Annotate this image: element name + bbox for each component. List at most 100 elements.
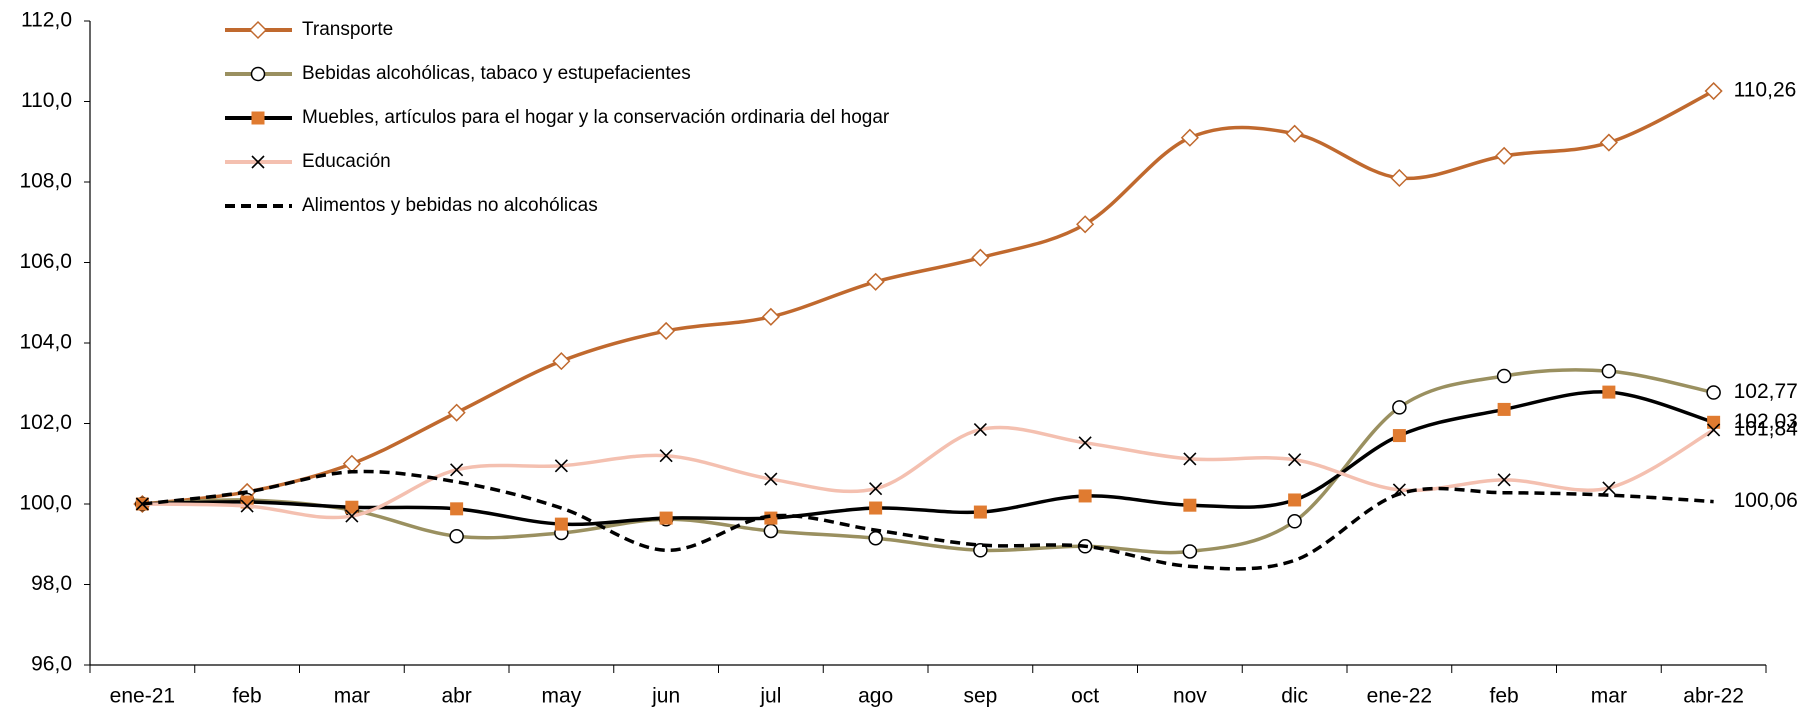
x-tick-label: abr [441, 685, 471, 708]
value-label: 110,26 [1734, 79, 1797, 102]
marker [1706, 385, 1721, 400]
value-label: 100,06 [1734, 489, 1798, 512]
marker [1495, 146, 1514, 165]
legend-item: Transporte [225, 19, 393, 40]
marker [659, 449, 673, 463]
marker [345, 500, 359, 514]
legend-text: Transporte [302, 19, 393, 40]
marker [552, 352, 571, 371]
x-tick-label: dic [1281, 685, 1308, 708]
marker [449, 528, 464, 544]
marker [1183, 452, 1197, 466]
x-tick-label: ene-21 [110, 685, 175, 708]
x-tick-label: jun [651, 685, 680, 708]
marker [761, 307, 780, 326]
series-line [142, 469, 1714, 571]
legend-text: Bebidas alcohólicas, tabaco y estupefaci… [302, 63, 691, 84]
marker [345, 509, 359, 523]
y-tick-label: 96,0 [31, 653, 72, 676]
marker [250, 66, 266, 82]
marker [251, 111, 265, 125]
marker [1182, 544, 1198, 559]
value-label: 102,03 [1734, 410, 1798, 433]
series-line [142, 368, 1714, 555]
marker [342, 454, 361, 473]
marker [1602, 481, 1616, 495]
x-tick-label: mar [334, 685, 370, 708]
marker [1288, 493, 1302, 507]
legend-item: Bebidas alcohólicas, tabaco y estupefaci… [225, 63, 691, 84]
marker [554, 517, 568, 531]
marker [763, 523, 779, 539]
marker [554, 459, 568, 473]
x-tick-label: oct [1071, 685, 1099, 708]
x-tick-label: nov [1173, 685, 1207, 708]
marker [1078, 436, 1092, 450]
marker [1180, 128, 1199, 147]
marker [1390, 168, 1409, 188]
x-tick-label: sep [963, 685, 997, 708]
series-line [142, 425, 1715, 520]
x-tick-label: feb [1490, 685, 1519, 708]
marker [869, 501, 883, 515]
x-tick-label: jul [759, 685, 781, 708]
legend-item: Alimentos y bebidas no alcohólicas [225, 195, 598, 216]
x-tick-label: mar [1591, 685, 1627, 708]
marker [973, 505, 987, 519]
marker [1707, 415, 1721, 429]
value-label: 102,77 [1734, 380, 1798, 403]
marker [971, 248, 990, 267]
marker [251, 155, 265, 169]
x-tick-label: feb [233, 685, 262, 708]
marker [1288, 453, 1302, 467]
value-label: 101,84 [1734, 417, 1799, 440]
marker [248, 20, 268, 40]
marker [1602, 385, 1616, 399]
marker [1078, 489, 1092, 503]
marker [1392, 429, 1406, 443]
marker [1285, 124, 1304, 143]
marker [657, 321, 676, 340]
legend-item: Educación [225, 151, 391, 172]
marker [1707, 423, 1721, 437]
y-tick-label: 106,0 [19, 250, 72, 273]
legend-text: Educación [302, 151, 391, 172]
y-tick-label: 98,0 [31, 572, 72, 595]
series-line [142, 390, 1715, 527]
x-tick-label: ago [858, 685, 893, 708]
marker [1183, 498, 1197, 512]
x-tick-label: may [542, 685, 582, 708]
marker [1287, 514, 1302, 529]
marker [447, 403, 466, 422]
marker [764, 472, 778, 486]
marker [1496, 368, 1512, 384]
marker [1601, 363, 1617, 379]
y-tick-label: 108,0 [19, 170, 72, 193]
marker [1497, 402, 1511, 416]
x-tick-label: abr-22 [1683, 685, 1744, 708]
series-line [142, 89, 1715, 506]
marker [1076, 215, 1095, 234]
legend-text: Muebles, artículos para el hogar y la co… [302, 107, 890, 128]
marker [1497, 473, 1511, 487]
marker [240, 499, 254, 513]
legend-text: Alimentos y bebidas no alcohólicas [302, 195, 598, 216]
marker [869, 482, 883, 496]
y-tick-label: 110,0 [21, 89, 72, 112]
y-tick-label: 112,0 [21, 9, 72, 32]
marker [1392, 400, 1407, 415]
marker [450, 463, 464, 477]
marker [450, 502, 464, 516]
marker [973, 543, 988, 558]
marker [973, 422, 987, 437]
y-tick-label: 104,0 [19, 331, 72, 354]
marker [868, 530, 883, 546]
y-tick-label: 102,0 [19, 411, 72, 434]
x-tick-label: ene-22 [1367, 685, 1432, 708]
legend-item: Muebles, artículos para el hogar y la co… [225, 107, 890, 128]
marker [866, 272, 885, 291]
marker [1704, 81, 1723, 101]
marker [1599, 133, 1618, 152]
marker [659, 511, 673, 525]
